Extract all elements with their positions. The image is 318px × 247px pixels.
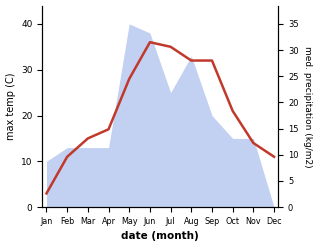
- Y-axis label: med. precipitation (kg/m2): med. precipitation (kg/m2): [303, 45, 313, 167]
- Y-axis label: max temp (C): max temp (C): [5, 73, 16, 140]
- X-axis label: date (month): date (month): [121, 231, 199, 242]
